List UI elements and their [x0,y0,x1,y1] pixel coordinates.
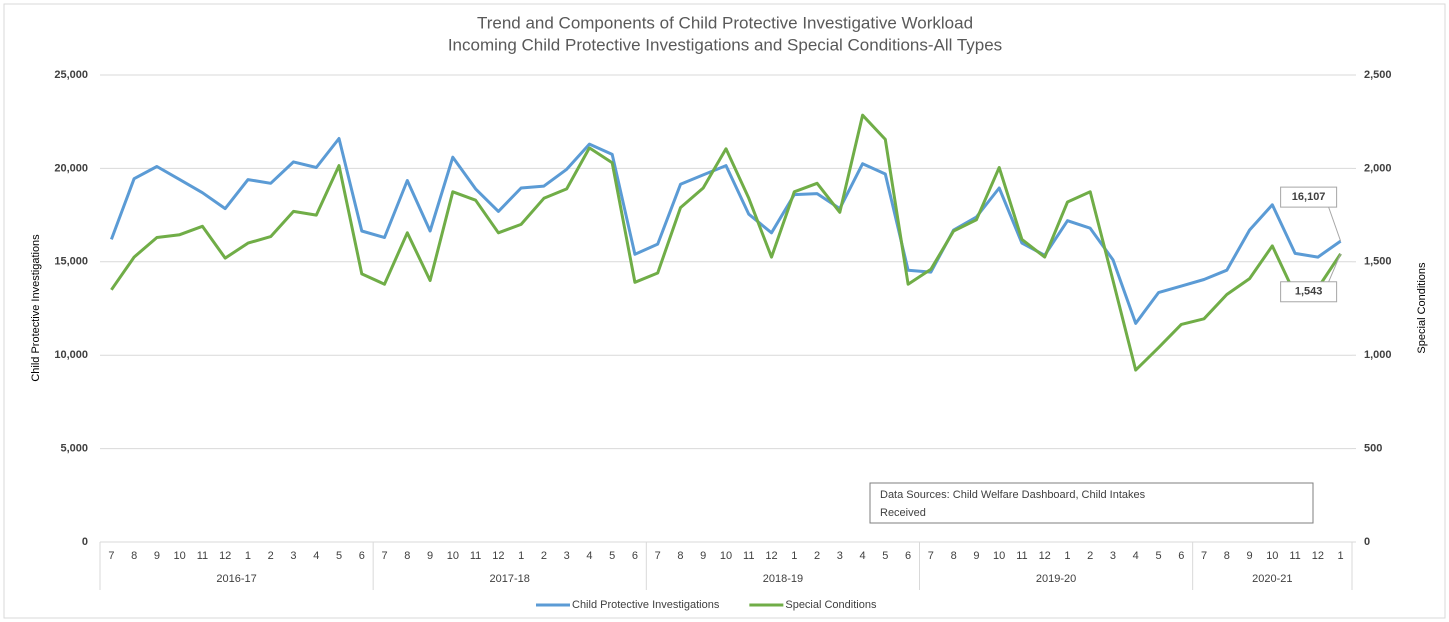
x-tick-label: 12 [765,550,777,562]
chart-title: Trend and Components of Child Protective… [477,13,973,32]
x-group-label: 2020-21 [1252,573,1292,585]
x-group-label: 2016-17 [216,573,256,585]
x-tick-label: 4 [586,550,592,562]
y-tick-label: 0 [82,536,88,548]
data-label: 16,107 [1292,191,1326,203]
x-tick-label: 6 [1178,550,1184,562]
legend-label: Child Protective Investigations [572,599,720,611]
legend-label: Special Conditions [785,599,877,611]
x-tick-label: 7 [1201,550,1207,562]
annotation-line: Data Sources: Child Welfare Dashboard, C… [880,489,1146,501]
x-tick-label: 10 [447,550,459,562]
x-tick-label: 10 [174,550,186,562]
x-group-label: 2019-20 [1036,573,1076,585]
annotation-box [869,482,1314,524]
x-tick-label: 9 [154,550,160,562]
annotation-line: Received [880,507,926,519]
y2-tick-label: 2,000 [1364,162,1392,174]
x-tick-label: 5 [336,550,342,562]
x-tick-label: 11 [1016,550,1027,562]
x-tick-label: 7 [655,550,661,562]
x-tick-label: 9 [973,550,979,562]
y2-tick-label: 0 [1364,536,1370,548]
x-tick-label: 11 [743,550,754,562]
x-tick-label: 1 [1064,550,1070,562]
chart-border [3,3,1446,619]
x-tick-label: 9 [427,550,433,562]
x-group-label: 2018-19 [763,573,803,585]
y2-axis-title: Special Conditions [1416,262,1428,354]
x-tick-label: 11 [470,550,481,562]
x-tick-label: 6 [359,550,365,562]
x-tick-label: 10 [1266,550,1278,562]
y-tick-label: 15,000 [54,256,88,268]
x-group-label: 2017-18 [490,573,530,585]
series-line [110,113,1342,372]
x-tick-label: 11 [1289,550,1300,562]
x-tick-label: 10 [720,550,732,562]
chart-subtitle: Incoming Child Protective Investigations… [448,35,1002,54]
x-tick-label: 3 [1110,550,1116,562]
x-tick-label: 6 [632,550,638,562]
x-tick-label: 2 [268,550,274,562]
x-tick-label: 1 [518,550,524,562]
x-tick-label: 7 [381,550,387,562]
x-tick-label: 7 [108,550,114,562]
x-tick-label: 5 [1155,550,1161,562]
x-tick-label: 4 [860,550,866,562]
y2-tick-label: 1,500 [1364,256,1392,268]
x-tick-label: 9 [700,550,706,562]
callout-leader [1328,206,1342,242]
x-tick-label: 12 [1039,550,1051,562]
x-tick-label: 4 [313,550,319,562]
y-tick-label: 25,000 [54,69,88,81]
callout-box [1280,186,1338,208]
x-tick-label: 3 [564,550,570,562]
y-tick-label: 5,000 [60,443,88,455]
callout-box [1280,281,1338,303]
x-tick-label: 3 [837,550,843,562]
x-tick-label: 2 [814,550,820,562]
data-label: 1,543 [1295,286,1323,298]
annotation: Data Sources: Child Welfare Dashboard, C… [880,489,1146,519]
x-tick-label: 9 [1247,550,1253,562]
y-tick-label: 10,000 [54,349,88,361]
x-tick-label: 8 [404,550,410,562]
x-tick-label: 5 [609,550,615,562]
x-tick-label: 3 [290,550,296,562]
x-tick-label: 12 [1312,550,1324,562]
x-tick-label: 8 [131,550,137,562]
callout-leader [1328,253,1342,282]
x-tick-label: 7 [928,550,934,562]
x-tick-label: 5 [882,550,888,562]
x-tick-label: 12 [219,550,231,562]
x-tick-label: 2 [541,550,547,562]
x-tick-label: 1 [245,550,251,562]
x-tick-label: 8 [677,550,683,562]
y2-tick-label: 1,000 [1364,349,1392,361]
x-tick-label: 8 [951,550,957,562]
y2-tick-label: 2,500 [1364,69,1392,81]
y-tick-label: 20,000 [54,162,88,174]
y-axis-title: Child Protective Investigations [30,234,42,382]
y2-tick-label: 500 [1364,443,1382,455]
x-tick-label: 6 [905,550,911,562]
x-tick-label: 4 [1133,550,1139,562]
x-tick-label: 11 [197,550,208,562]
x-tick-label: 10 [993,550,1005,562]
x-tick-label: 12 [492,550,504,562]
x-tick-label: 2 [1087,550,1093,562]
series-line [109,137,1342,325]
x-tick-label: 1 [1338,550,1344,562]
x-tick-label: 1 [791,550,797,562]
x-tick-label: 8 [1224,550,1230,562]
